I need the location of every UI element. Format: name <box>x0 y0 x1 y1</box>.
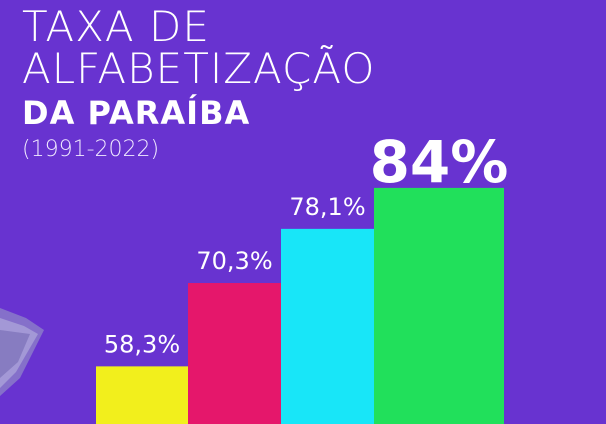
bar-3 <box>281 228 374 424</box>
title-line-1: TAXA DE <box>22 2 210 51</box>
bars-group <box>96 187 504 424</box>
title-line-3: DA PARAÍBA <box>22 94 251 132</box>
chart-subtitle: (1991-2022) <box>22 137 160 162</box>
data-label-4: 84% <box>370 128 509 196</box>
data-label-1: 58,3% <box>104 330 180 358</box>
gem-decoration <box>0 308 44 396</box>
labels-group: 58,3% 70,3% 78,1%84% <box>104 128 509 358</box>
chart-title-block: TAXA DE ALFABETIZAÇÃO DA PARAÍBA (1991-2… <box>22 6 375 162</box>
data-label-2: 70,3% <box>196 247 272 275</box>
title-line-2: ALFABETIZAÇÃO <box>22 44 376 93</box>
bar-2 <box>188 283 281 424</box>
data-label-3: 78,1% <box>289 193 365 221</box>
bar-4 <box>374 187 504 424</box>
bar-1 <box>96 366 188 424</box>
